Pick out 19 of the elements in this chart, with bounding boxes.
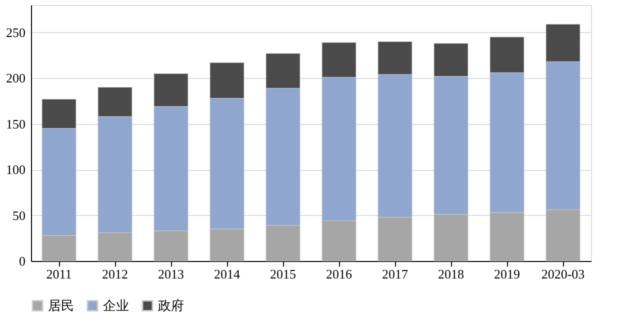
y-tick-label: 0 — [19, 254, 26, 268]
x-tick-label: 2013 — [158, 266, 184, 282]
x-tick-label: 2018 — [438, 266, 464, 282]
x-tick-label: 2020-03 — [541, 266, 585, 282]
x-tick-label: 2014 — [214, 266, 240, 282]
y-tick-label: 150 — [6, 116, 26, 132]
y-tick-label: 100 — [6, 162, 26, 178]
legend-label: 政府 — [158, 298, 184, 313]
x-tick-label: 2017 — [382, 266, 408, 282]
y-tick-label: 50 — [12, 208, 26, 223]
y-tick-label: 250 — [6, 24, 26, 40]
y-tick-label: 200 — [6, 70, 26, 86]
legend-label: 居民 — [48, 298, 74, 313]
x-tick-label: 2019 — [494, 266, 520, 282]
x-tick-label: 2011 — [46, 266, 72, 282]
x-tick-label: 2016 — [326, 266, 352, 282]
x-tick-label: 2012 — [102, 266, 128, 282]
legend-label: 企业 — [103, 298, 129, 313]
x-tick-label: 2015 — [270, 266, 296, 282]
